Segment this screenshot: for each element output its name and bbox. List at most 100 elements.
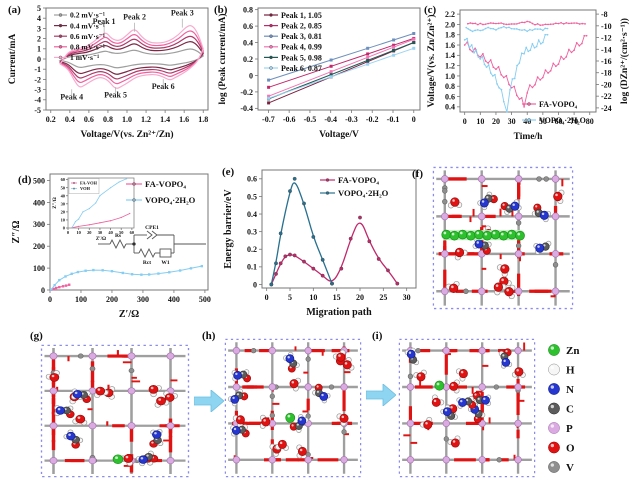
series-a-1 (59, 41, 204, 75)
panel-h: (h) (198, 330, 366, 480)
svg-text:-0.2: -0.2 (240, 88, 253, 97)
annotation: Peak 2 (123, 13, 146, 22)
atom-legend-row: C (548, 402, 574, 415)
svg-text:FA-VOPO₄: FA-VOPO₄ (338, 175, 379, 185)
svg-text:10: 10 (76, 230, 81, 235)
x-axis-label: Z′/Ω (96, 237, 106, 242)
svg-text:0: 0 (67, 230, 70, 235)
svg-text:W1: W1 (161, 260, 170, 266)
svg-text:C: C (566, 403, 574, 415)
svg-text:Rct: Rct (143, 260, 151, 266)
series-a-2 (59, 35, 204, 80)
series-c-3 (465, 25, 549, 33)
panel-e: (e) 0 5 10 15 20 25 30 0 0.1 0.2 0.3 0.4 0.5 0.6 Migra… (218, 160, 426, 328)
svg-text:Peak 5, 0.98: Peak 5, 0.98 (281, 53, 322, 62)
svg-text:-20: -20 (601, 80, 612, 89)
energy-barrier-chart: 0 5 10 15 20 25 30 0 0.1 0.2 0.3 0.4 0.5 0.6 Migration… (223, 169, 417, 318)
legend-e: FA-VOPO₄ VOPO₄·2H₂O (320, 175, 389, 198)
annotation: Peak 1 (93, 17, 116, 26)
svg-text:1.0: 1.0 (445, 72, 455, 81)
atom-legend-row: V (548, 461, 574, 474)
svg-text:30: 30 (508, 117, 516, 126)
svg-text:0.2: 0.2 (247, 245, 257, 254)
svg-text:30: 30 (98, 230, 103, 235)
svg-text:1.2: 1.2 (141, 115, 151, 124)
series-a-3 (59, 30, 204, 85)
panel-g: (g) (24, 330, 194, 480)
svg-text:0.6: 0.6 (243, 22, 253, 31)
svg-text:60: 60 (61, 177, 66, 182)
svg-text:15: 15 (333, 293, 341, 302)
svg-text:1.6: 1.6 (179, 115, 189, 124)
axes-a: 0.2 0.4 0.6 0.8 1.0 1.2 1.4 1.6 1.8 -5-4 -3-2-101 2… (8, 4, 209, 140)
svg-text:50: 50 (61, 185, 66, 190)
crystal-structure-f (432, 166, 574, 310)
axes-b: -0.7 -0.6 -0.5 -0.4 -0.3 -0.2 -0.1 0 -0.4 -0.2 0 0.… (217, 6, 421, 140)
svg-text:0: 0 (412, 115, 416, 124)
svg-text:30: 30 (403, 293, 411, 302)
svg-text:20: 20 (87, 230, 92, 235)
svg-text:0.8: 0.8 (243, 6, 253, 15)
svg-text:0.8: 0.8 (445, 82, 455, 91)
svg-text:40: 40 (523, 117, 531, 126)
svg-text:60: 60 (554, 117, 562, 126)
svg-text:2.0: 2.0 (445, 20, 455, 29)
axes-c: 0 10 20 30 40 50 60 70 80 0.4 0.60.81.01.2 1.41.61.… (426, 9, 630, 142)
svg-text:-4: -4 (34, 96, 41, 105)
svg-text:20: 20 (61, 209, 66, 214)
svg-text:0.3: 0.3 (247, 228, 257, 237)
svg-text:-8: -8 (601, 10, 608, 19)
svg-text:Peak 2, 0.85: Peak 2, 0.85 (281, 21, 322, 30)
x-axis-label: Voltage/V (319, 130, 359, 140)
legend-c: FA-VOPO₄ VOPO₄·2H₂O (522, 100, 586, 125)
y-axis-label: Energy barrier/eV (223, 189, 234, 269)
y2-axis-label: log (DZn²⁺/(cm²·s⁻¹)) (619, 18, 630, 104)
svg-text:5: 5 (288, 293, 292, 302)
svg-text:0.6: 0.6 (247, 175, 257, 184)
series-d_inset-1 (71, 178, 128, 228)
series-b-2 (267, 32, 416, 82)
axes-e: 0 5 10 15 20 25 30 0 0.1 0.2 0.3 0.4 0.5 0.6 Migration… (223, 169, 417, 318)
svg-text:0.6: 0.6 (445, 92, 455, 101)
svg-text:-12: -12 (601, 34, 612, 43)
transition-arrow-1 (194, 390, 224, 412)
svg-text:N: N (566, 384, 574, 396)
svg-text:5: 5 (37, 4, 41, 13)
svg-text:0.2: 0.2 (46, 115, 56, 124)
svg-text:1.2: 1.2 (445, 62, 455, 71)
panel-f: (f) (408, 162, 640, 324)
atom-legend-row: H (548, 363, 575, 376)
svg-text:20: 20 (492, 117, 500, 126)
panel-b: (b) -0.7 -0.6 -0.5 -0.4 -0.3 -0.2 -0.1 0 -0.4 -0.… (214, 2, 424, 158)
svg-text:-0.4: -0.4 (324, 115, 337, 124)
cv-chart: 0.2 0.4 0.6 0.8 1.0 1.2 1.4 1.6 1.8 -5-4 -3-2-101 2… (8, 4, 209, 140)
svg-text:30: 30 (61, 201, 66, 206)
svg-text:20: 20 (356, 293, 364, 302)
svg-text:-1: -1 (34, 65, 41, 74)
svg-text:0: 0 (463, 117, 467, 126)
svg-text:VOPO₄·2H₂O: VOPO₄·2H₂O (539, 116, 586, 125)
svg-text:10: 10 (61, 218, 66, 223)
svg-text:2.2: 2.2 (445, 10, 455, 19)
svg-text:0: 0 (41, 286, 45, 295)
panel-label-a: (a) (8, 4, 21, 16)
y-axis-label: Voltage/V(vs. Zn/Zn²⁺) (426, 14, 437, 107)
svg-text:-0.3: -0.3 (345, 115, 358, 124)
y-axis-label: Z″/Ω (53, 197, 58, 209)
svg-text:-0.4: -0.4 (240, 104, 253, 113)
panel-label-i: (i) (372, 330, 383, 342)
x-axis-label: Z′/Ω (119, 309, 139, 320)
series-e-1 (269, 176, 334, 287)
equivalent-circuit: Rs CPE1 Rct W1 (98, 225, 206, 266)
svg-text:0.6 mV·s⁻¹: 0.6 mV·s⁻¹ (70, 32, 105, 41)
svg-text:10: 10 (309, 293, 317, 302)
annotation: Peak 5 (104, 90, 127, 99)
axes-d_inset: 0 10 20 30 40 50 60 0 10 20 30 40 50 60 Z′/Ω Z″/Ω (53, 177, 135, 242)
svg-text:400: 400 (168, 295, 180, 304)
svg-text:0.4: 0.4 (65, 115, 75, 124)
panel-label-d: (d) (18, 174, 32, 186)
svg-text:-2: -2 (34, 75, 41, 84)
svg-text:Zn: Zn (566, 345, 579, 357)
